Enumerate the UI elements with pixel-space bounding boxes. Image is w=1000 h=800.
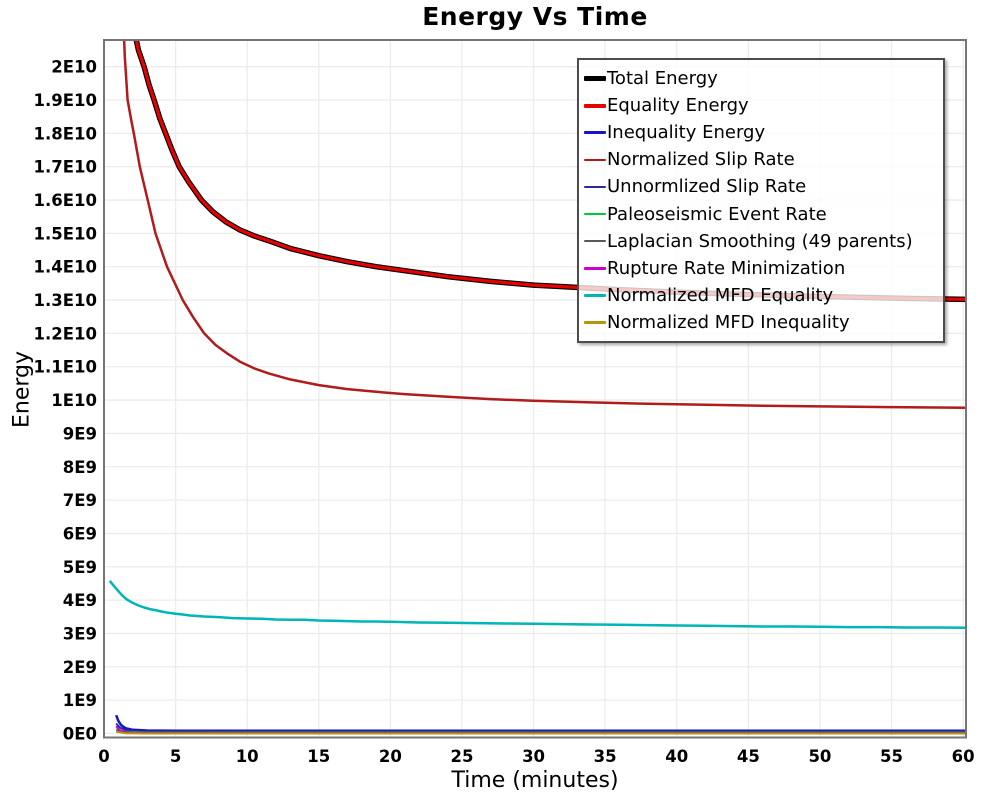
y-tick-label: 1.7E10 bbox=[34, 158, 97, 177]
legend-item-paleoseismic_event_rate: Paleoseismic Event Rate bbox=[584, 201, 943, 228]
y-axis-title: Energy bbox=[9, 350, 35, 429]
y-tick-label: 0E0 bbox=[63, 724, 97, 743]
chart-title: Energy Vs Time bbox=[422, 2, 648, 31]
legend-item-normalized_slip_rate: Normalized Slip Rate bbox=[584, 146, 943, 173]
legend-item-equality_energy: Equality Energy bbox=[584, 92, 943, 119]
legend-label: Normalized MFD Equality bbox=[607, 284, 834, 306]
y-tick-label: 1.6E10 bbox=[34, 191, 97, 210]
legend-item-rupture_rate_minimization: Rupture Rate Minimization bbox=[584, 255, 943, 282]
x-tick-label: 40 bbox=[665, 747, 688, 766]
x-tick-label: 55 bbox=[880, 747, 903, 766]
legend-label: Normalized Slip Rate bbox=[607, 149, 795, 171]
legend-item-normalized_mfd_inequality: Normalized MFD Inequality bbox=[584, 309, 943, 336]
legend-label: Laplacian Smoothing (49 parents) bbox=[607, 230, 913, 252]
series-line-normalized_mfd_inequality bbox=[116, 730, 966, 735]
x-tick-label: 25 bbox=[450, 747, 473, 766]
y-tick-label: 5E9 bbox=[63, 558, 97, 577]
y-tick-label: 1.1E10 bbox=[34, 358, 97, 377]
legend-label: Equality Energy bbox=[607, 95, 749, 117]
x-tick-label: 20 bbox=[379, 747, 402, 766]
x-tick-label: 0 bbox=[98, 747, 109, 766]
x-tick-label: 45 bbox=[737, 747, 760, 766]
series-line-normalized_slip_rate bbox=[122, 40, 966, 410]
x-tick-label: 15 bbox=[307, 747, 330, 766]
legend-swatch-paleoseismic_event_rate bbox=[584, 212, 606, 216]
y-tick-label: 1.8E10 bbox=[34, 124, 97, 143]
y-tick-label: 1.4E10 bbox=[34, 258, 97, 277]
y-tick-label: 8E9 bbox=[63, 458, 97, 477]
legend-swatch-rupture_rate_minimization bbox=[584, 267, 606, 270]
legend-swatch-total_energy bbox=[584, 76, 606, 81]
legend-item-inequality_energy: Inequality Energy bbox=[584, 119, 943, 146]
legend-label: Paleoseismic Event Rate bbox=[607, 203, 827, 225]
legend-swatch-inequality_energy bbox=[584, 131, 606, 135]
x-tick-label: 60 bbox=[952, 747, 975, 766]
y-tick-label: 4E9 bbox=[63, 591, 97, 610]
chart-legend: Total Energy Equality Energy Inequality En… bbox=[577, 58, 945, 343]
legend-label: Total Energy bbox=[607, 68, 718, 89]
legend-swatch-normalized_slip_rate bbox=[584, 158, 606, 162]
series-line-normalized_mfd_equality bbox=[108, 580, 966, 630]
legend-label: Rupture Rate Minimization bbox=[607, 257, 846, 279]
x-tick-label: 30 bbox=[522, 747, 545, 766]
x-tick-label: 50 bbox=[808, 747, 831, 766]
legend-item-unnormalized_slip_rate: Unnormlized Slip Rate bbox=[584, 173, 943, 200]
y-tick-label: 6E9 bbox=[63, 524, 97, 543]
legend-swatch-equality_energy bbox=[584, 103, 606, 108]
x-tick-label: 5 bbox=[170, 747, 181, 766]
legend-item-total_energy: Total Energy bbox=[584, 65, 943, 92]
legend-label: Inequality Energy bbox=[607, 122, 766, 144]
y-tick-label: 9E9 bbox=[63, 424, 97, 443]
legend-label: Unnormlized Slip Rate bbox=[607, 176, 807, 198]
x-axis-title: Time (minutes) bbox=[451, 768, 619, 793]
y-tick-label: 1E10 bbox=[51, 391, 97, 410]
legend-swatch-normalized_mfd_inequality bbox=[584, 321, 606, 324]
y-tick-label: 1.5E10 bbox=[34, 224, 97, 243]
legend-swatch-laplacian_smoothing bbox=[584, 239, 606, 243]
y-tick-label: 3E9 bbox=[63, 624, 97, 643]
y-tick-label: 7E9 bbox=[63, 491, 97, 510]
y-tick-label: 2E10 bbox=[51, 58, 97, 77]
y-tick-label: 1.3E10 bbox=[34, 291, 97, 310]
x-tick-label: 10 bbox=[236, 747, 259, 766]
plot-border bbox=[103, 39, 967, 739]
legend-item-laplacian_smoothing: Laplacian Smoothing (49 parents) bbox=[584, 228, 943, 255]
legend-swatch-normalized_mfd_equality bbox=[584, 294, 606, 297]
legend-label: Normalized MFD Inequality bbox=[607, 311, 850, 333]
legend-swatch-unnormalized_slip_rate bbox=[584, 185, 606, 189]
y-tick-label: 2E9 bbox=[63, 658, 97, 677]
x-tick-label: 35 bbox=[594, 747, 617, 766]
legend-item-normalized_mfd_equality: Normalized MFD Equality bbox=[584, 282, 943, 309]
y-tick-label: 1E9 bbox=[63, 691, 97, 710]
y-tick-label: 1.2E10 bbox=[34, 324, 97, 343]
y-tick-label: 1.9E10 bbox=[34, 91, 97, 110]
